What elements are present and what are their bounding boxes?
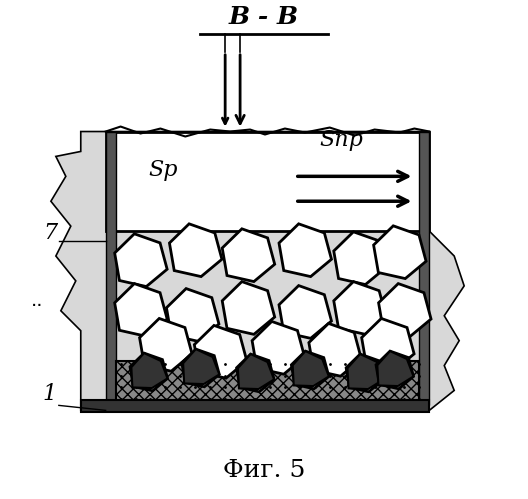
Polygon shape bbox=[131, 353, 167, 388]
Text: ..: .. bbox=[31, 291, 43, 310]
Polygon shape bbox=[237, 354, 274, 392]
Polygon shape bbox=[376, 351, 413, 389]
Polygon shape bbox=[346, 354, 384, 392]
Polygon shape bbox=[130, 353, 167, 391]
Polygon shape bbox=[279, 285, 332, 338]
Bar bbox=[106, 132, 429, 231]
Polygon shape bbox=[379, 283, 431, 336]
Text: Фиг. 5: Фиг. 5 bbox=[223, 459, 305, 482]
Polygon shape bbox=[334, 232, 386, 284]
Polygon shape bbox=[378, 351, 413, 386]
Polygon shape bbox=[51, 132, 464, 410]
Bar bbox=[116, 361, 419, 400]
Bar bbox=[81, 400, 429, 412]
Polygon shape bbox=[222, 229, 275, 281]
Bar bbox=[106, 132, 116, 405]
Polygon shape bbox=[291, 351, 329, 389]
Polygon shape bbox=[139, 318, 192, 371]
Polygon shape bbox=[334, 281, 386, 334]
Polygon shape bbox=[347, 354, 384, 389]
Polygon shape bbox=[115, 283, 167, 336]
Polygon shape bbox=[169, 224, 222, 276]
Text: 7: 7 bbox=[43, 222, 57, 244]
Text: Sp: Sp bbox=[148, 159, 178, 181]
Polygon shape bbox=[362, 318, 414, 371]
Bar bbox=[419, 132, 429, 405]
Polygon shape bbox=[309, 323, 361, 376]
Polygon shape bbox=[238, 354, 274, 389]
Polygon shape bbox=[182, 349, 219, 387]
Text: B - B: B - B bbox=[229, 5, 299, 29]
Polygon shape bbox=[279, 224, 332, 276]
Polygon shape bbox=[252, 321, 305, 374]
Polygon shape bbox=[166, 288, 219, 341]
Polygon shape bbox=[194, 325, 247, 378]
Text: Snp: Snp bbox=[320, 129, 364, 152]
Polygon shape bbox=[183, 349, 219, 384]
Polygon shape bbox=[374, 226, 426, 278]
Polygon shape bbox=[293, 351, 329, 386]
Polygon shape bbox=[222, 281, 275, 334]
Text: 1: 1 bbox=[43, 383, 57, 405]
Polygon shape bbox=[115, 234, 167, 286]
